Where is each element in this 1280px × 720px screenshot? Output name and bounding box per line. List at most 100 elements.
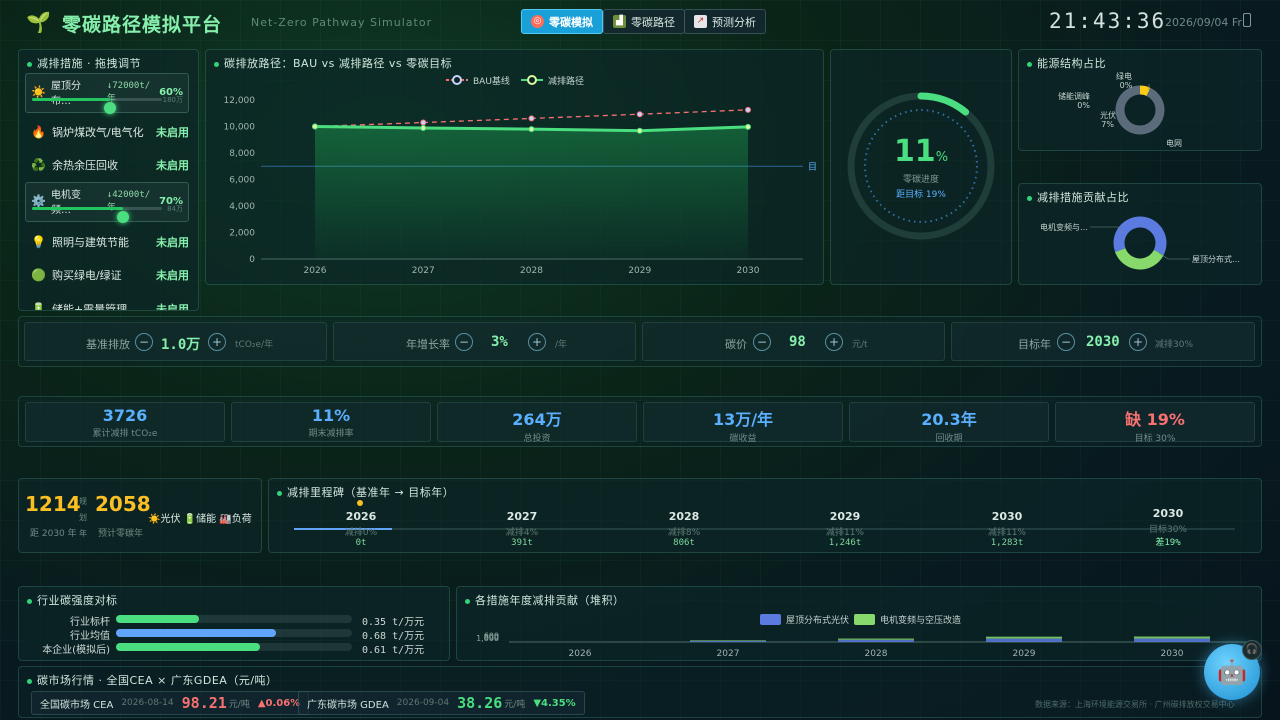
decrement-button[interactable]: −: [455, 333, 473, 351]
y-tick-label: 2,000: [229, 229, 255, 239]
stat-investment: 264万 总投资: [437, 402, 637, 444]
milestone-2026: 2026 减排0% 0t: [344, 510, 378, 548]
gauge-value: 11: [893, 134, 936, 169]
reduction-area: [315, 126, 748, 259]
gauge-progress-arc: [917, 92, 970, 116]
x-tick-label: 2030: [1161, 649, 1184, 659]
x-tick-label: 2027: [412, 266, 435, 276]
x-tick-label: 2028: [520, 266, 543, 276]
app-title: 零碳路径模拟平台: [62, 14, 223, 36]
slice-label: 0%: [1120, 81, 1133, 90]
milestones-panel: 减排里程碑（基准年 → 目标年）: [268, 478, 1262, 553]
y-tick-label: 12,000: [224, 96, 256, 106]
slice-label: 光伏: [1100, 110, 1116, 120]
donut-slice: [1115, 85, 1165, 135]
energy-mix-title: 能源结构占比: [1037, 57, 1106, 70]
milestone-2027: 2027 减排4% 391t: [505, 510, 539, 548]
benchmark-bar-average: [116, 629, 352, 637]
x-tick-label: 2028: [865, 649, 888, 659]
current-milestone-marker: [357, 500, 363, 506]
decrement-button[interactable]: −: [753, 333, 771, 351]
data-point: [420, 124, 427, 131]
legend-label: 减排路径: [548, 75, 584, 87]
measure-lighting[interactable]: 💡 照明与建筑节能 未启用: [31, 234, 189, 249]
y-tick-label: 10,000: [224, 123, 256, 133]
measure-waste-heat[interactable]: ♻️ 余热余压回收 未启用: [31, 157, 189, 172]
stacked-bar: [690, 640, 766, 642]
increment-button[interactable]: +: [208, 333, 226, 351]
phone-icon[interactable]: [1243, 13, 1251, 27]
slider-handle[interactable]: [104, 102, 116, 114]
x-tick-label: 2026: [304, 266, 327, 276]
green-circle-icon: 🟢: [31, 267, 46, 282]
legend-label: BAU基线: [473, 75, 510, 87]
decrement-button[interactable]: −: [1057, 333, 1075, 351]
donut-slice: [1113, 216, 1167, 255]
market-title: 碳市场行情 · 全国CEA × 广东GDEA（元/吨）: [37, 674, 278, 687]
y-tick-label: 1,000: [476, 634, 499, 643]
stat-cumulative-reduction: 3726 累计减排 tCO₂e: [25, 402, 225, 442]
milestone-2030: 2030 减排11% 1,283t: [987, 510, 1026, 548]
measure-card-motor-vfd[interactable]: ⚙️ 电机变频… ↓42000t/年 70% 84万: [25, 182, 189, 223]
y-tick-label: 8,000: [229, 149, 255, 159]
x-tick-label: 2029: [1013, 649, 1036, 659]
robot-icon[interactable]: 🤖: [1204, 644, 1260, 700]
legend-marker: [452, 75, 462, 85]
slice-label: 屋顶分布式…: [1192, 254, 1240, 264]
param-baseline: 基准排放 − 1.0万 + tCO₂e/年: [24, 322, 327, 361]
data-point: [420, 119, 427, 126]
countdown-days: 1214: [25, 492, 81, 516]
quote-gdea[interactable]: 广东碳市场 GDEA 2026-09-04 38.26 元/吨 ▼4.35%: [298, 691, 585, 715]
milestone-2028: 2028 减排8% 806t: [667, 510, 701, 548]
gauge-inner-ring: [864, 109, 978, 223]
energy-tags: ☀️光伏 🔋储能 🏭负荷: [148, 514, 252, 525]
stacked-bar: [1134, 638, 1210, 642]
measure-card-rooftop-pv[interactable]: ☀️ 屋顶分布… ↓72000t/年 60% 180万: [25, 73, 189, 114]
measure-boiler[interactable]: 🔥 锅炉煤改气/电气化 未启用: [31, 124, 189, 139]
clock: 21:43:36: [1049, 9, 1167, 33]
stacked-bar: [838, 639, 914, 642]
stacked-bar: [986, 638, 1062, 642]
tab-zero-carbon-sim[interactable]: ◎ 零碳模拟: [521, 9, 603, 34]
milestones-title: 减排里程碑（基准年 → 目标年）: [287, 486, 455, 499]
increment-button[interactable]: +: [528, 333, 546, 351]
data-point: [312, 123, 318, 130]
measure-green-power[interactable]: 🟢 购买绿电/绿证 未启用: [31, 267, 189, 282]
y-tick-label: 4,000: [229, 202, 255, 212]
tab-zero-carbon-path[interactable]: ▟ 零碳路径: [603, 9, 685, 34]
sun-icon: ☀️: [31, 85, 46, 99]
tab-forecast-analysis[interactable]: ↗ 预测分析: [684, 9, 766, 34]
data-point: [636, 111, 643, 118]
stat-final-rate: 11% 期末减排率: [231, 402, 431, 442]
donut-slice: [1115, 247, 1164, 270]
stat-payback: 20.3年 回收期: [849, 402, 1049, 444]
measures-title: 减排措施 · 拖拽调节: [37, 57, 141, 70]
slice-label: 电网: [1166, 138, 1182, 148]
seedling-icon: 🌱: [26, 10, 51, 34]
stacked-bar: [986, 636, 1062, 639]
legend-marker: [527, 75, 537, 85]
measure-storage[interactable]: 🔋 储能+需量管理 未启用: [25, 296, 189, 311]
countdown-panel: [18, 478, 262, 553]
legend-swatch: [760, 614, 781, 625]
data-point: [636, 127, 643, 134]
slice-label: 电机变频与…: [1040, 222, 1088, 232]
stacked-bar: [838, 638, 914, 640]
stacked-bar-title: 各措施年度减排贡献（堆积）: [475, 594, 625, 607]
benchmark-bar: [116, 629, 277, 637]
bulb-icon: 💡: [31, 234, 46, 249]
x-tick-label: 2029: [628, 266, 651, 276]
legend-label: 屋顶分布式光伏: [786, 614, 849, 626]
benchmark-bar: [116, 643, 260, 651]
decrement-button[interactable]: −: [135, 333, 153, 351]
increment-button[interactable]: +: [1129, 333, 1147, 351]
path-chart-icon: ▟: [613, 15, 626, 28]
slider-handle[interactable]: [117, 211, 129, 223]
zero-carbon-year: 2058: [95, 492, 151, 516]
milestone-target: 2030 目标30% 差19%: [1148, 507, 1187, 548]
param-growth-rate: 年增长率 − 3% + /年: [333, 322, 636, 361]
headset-icon[interactable]: 🎧: [1242, 640, 1262, 660]
increment-button[interactable]: +: [825, 333, 843, 351]
quote-cea[interactable]: 全国碳市场 CEA 2026-08-14 98.21 元/吨 ▲0.06%: [31, 691, 310, 715]
